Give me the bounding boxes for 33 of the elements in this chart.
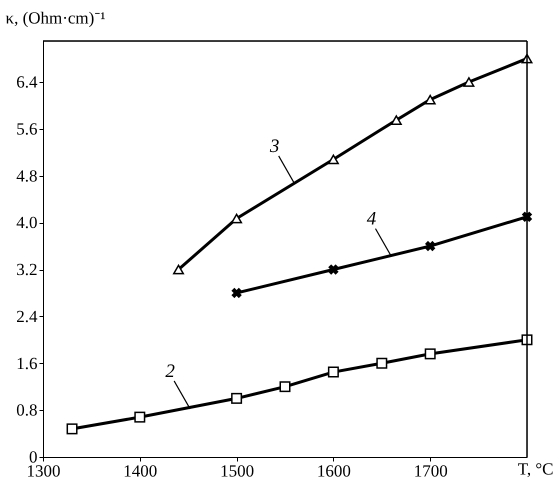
- point: [463, 77, 474, 87]
- x-tick-label: 1500: [220, 462, 254, 480]
- annotation: 3: [268, 136, 280, 157]
- point: [231, 214, 242, 224]
- point: [231, 288, 242, 298]
- x-tick-label: 1400: [123, 462, 158, 480]
- y-tick-label: 2.4: [16, 306, 38, 326]
- x-tick-label: 1600: [316, 462, 351, 480]
- x-tick-label: 1700: [414, 462, 448, 480]
- point: [328, 264, 339, 275]
- x-axis-title: T, °C: [518, 460, 554, 478]
- point: [424, 348, 436, 360]
- point: [173, 264, 184, 274]
- y-tick-label: 0.8: [16, 400, 38, 420]
- y-tick-label: 5.6: [16, 119, 38, 138]
- point: [328, 366, 339, 378]
- point: [280, 381, 290, 392]
- point: [328, 154, 339, 164]
- y-tick-label: 6.4: [16, 72, 38, 92]
- point: [134, 412, 146, 423]
- y-tick-label: 3.2: [16, 260, 38, 280]
- point: [425, 240, 436, 252]
- point: [424, 94, 436, 104]
- point: [66, 423, 78, 434]
- annotation: 2: [165, 360, 176, 382]
- annotation: 4: [366, 208, 377, 230]
- point: [376, 358, 388, 369]
- y-tick-label: 4.0: [16, 213, 38, 232]
- point: [231, 392, 242, 404]
- y-axis-title: κ, (Ohm·cm)⁻¹: [6, 8, 106, 28]
- y-tick-label: 1.6: [16, 354, 38, 373]
- y-tick-label: 4.8: [16, 166, 38, 186]
- point: [390, 115, 402, 125]
